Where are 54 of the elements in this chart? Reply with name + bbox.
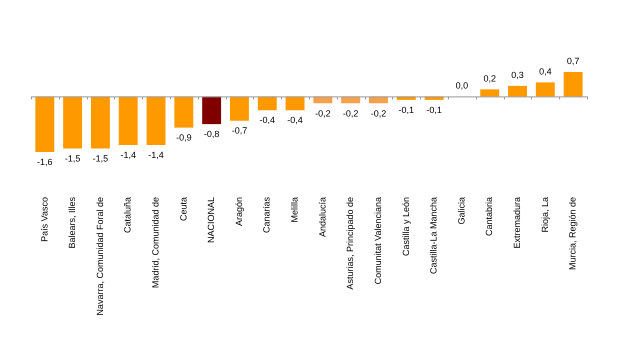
x-tick-label: Melilla (290, 197, 300, 223)
x-tick-label: Asturias, Principado de (345, 197, 356, 290)
x-tick-label: Rioja, La (540, 197, 550, 233)
x-tick-label: Canarias (262, 196, 272, 234)
data-label: -0,9 (176, 132, 192, 143)
data-label: 0,0 (456, 80, 468, 90)
data-label: -0,7 (232, 126, 248, 136)
bar (536, 82, 555, 96)
x-tick-label: Aragón (234, 197, 244, 226)
data-label: 0,3 (511, 70, 524, 80)
bar (118, 96, 138, 146)
bar (174, 96, 194, 128)
bar (508, 86, 527, 96)
x-tick-label: Andalucía (317, 197, 328, 238)
data-label: -0,1 (398, 104, 414, 115)
data-label: 0,2 (483, 73, 496, 84)
x-tick-label: Cantabria (484, 197, 494, 236)
data-label: -1,6 (37, 156, 53, 167)
bar (63, 96, 82, 149)
data-label: -0,1 (426, 104, 442, 115)
x-tick-label: Madrid, Comunidad de (150, 197, 161, 288)
x-tick-label: NACIONAL (206, 197, 216, 244)
bar (146, 96, 166, 146)
x-tick-label: Balears, Illes (67, 196, 78, 249)
bar (286, 96, 305, 110)
x-tick-label: Extremadura (512, 197, 522, 249)
data-label: -0,2 (342, 108, 358, 118)
x-tick-label: Navarra, Comunidad Foral de (94, 197, 105, 316)
x-tick-label: Galicia (456, 197, 466, 225)
data-label: -0,4 (259, 115, 276, 126)
x-tick-label: Ceuta (178, 197, 188, 222)
data-label: 0,4 (539, 66, 552, 76)
bar (202, 96, 222, 124)
x-tick-label: Comunitat Valenciana (372, 197, 383, 284)
data-label: -1,5 (64, 154, 80, 164)
x-tick-label: Cataluña (122, 197, 133, 234)
data-label: -1,4 (120, 150, 136, 160)
x-tick-label: Castilla-La Mancha (428, 197, 439, 274)
data-label: 0,7 (566, 56, 580, 66)
bar (35, 96, 54, 152)
bar (258, 96, 277, 110)
x-tick-label: Murcia, Región de (568, 197, 578, 270)
bar (90, 96, 110, 149)
data-label: -0,2 (370, 108, 386, 118)
x-tick-label: País Vasco (39, 197, 50, 242)
data-label: -0,4 (287, 115, 303, 126)
bar (480, 89, 500, 96)
bar (230, 96, 249, 121)
data-label: -1,4 (148, 150, 164, 160)
data-label: -1,5 (92, 154, 108, 164)
bar (564, 72, 583, 96)
x-tick-label: Castilla y León (400, 197, 411, 256)
data-label: -0,8 (204, 129, 220, 140)
data-label: -0,2 (315, 108, 331, 118)
